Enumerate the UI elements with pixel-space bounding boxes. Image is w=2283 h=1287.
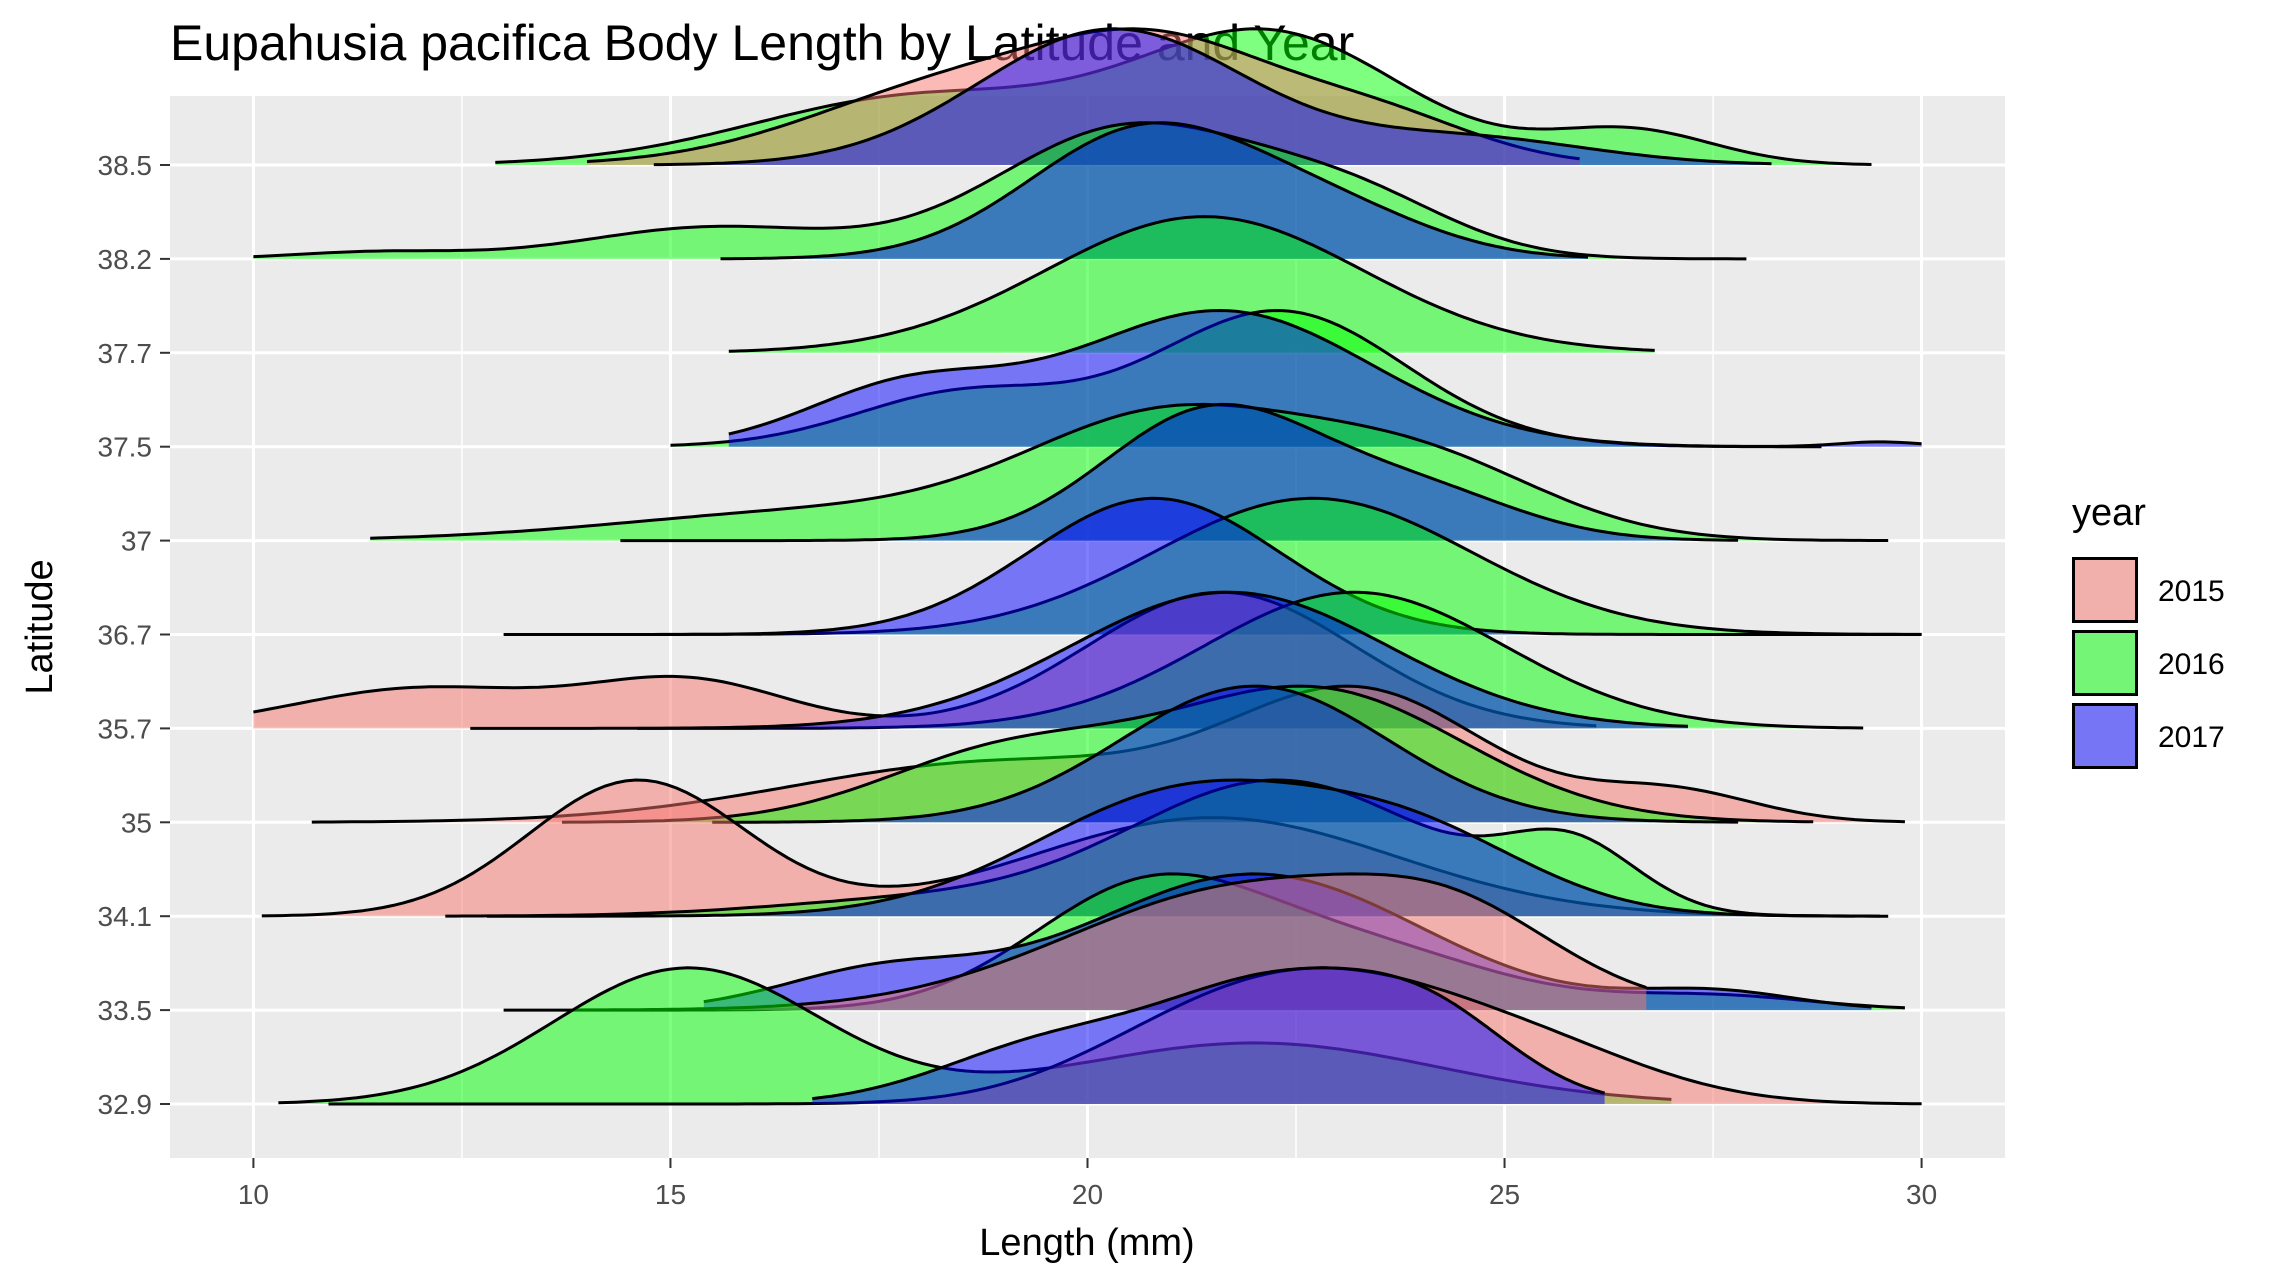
ridge-fill [653, 28, 1772, 165]
ridge-37.7-2016 [728, 215, 1655, 353]
legend-key [2072, 557, 2138, 623]
x-tick-label: 15 [655, 1179, 686, 1210]
ridge-34.1-2017 [487, 778, 1889, 918]
ridge-fill [720, 122, 1588, 259]
y-tick-label: 36.7 [98, 620, 153, 651]
ridge-outline [812, 966, 1606, 1101]
ridge-outline [487, 778, 1889, 918]
ridge-outline [253, 121, 1747, 261]
ridge-37-2017 [620, 402, 1739, 543]
legend-label: 2017 [2158, 721, 2225, 754]
ridge-38.5-2017 [653, 27, 1772, 167]
legend-key [2072, 703, 2138, 769]
ridge-outline [370, 402, 1889, 542]
ridge-outline [612, 496, 1922, 636]
ridge-38.2-2017 [720, 121, 1589, 261]
ridge-35-2017 [712, 684, 1739, 824]
ridge-32.9-2017 [812, 966, 1606, 1104]
y-tick-label: 37.5 [98, 432, 153, 463]
x-tick-label: 30 [1906, 1179, 1937, 1210]
y-tick-label: 35 [121, 807, 152, 838]
x-axis: 10 15 20 25 30 [238, 1158, 1937, 1210]
ridge-36.7-2017 [612, 496, 1922, 636]
y-axis-title: Latitude [19, 559, 61, 694]
y-tick-label: 37.7 [98, 338, 153, 369]
ridge-fill [620, 404, 1739, 541]
legend: year 2015 2016 2017 [2072, 492, 2225, 769]
legend-item-2015: 2015 [2072, 557, 2225, 623]
ridge-outline [712, 684, 1739, 824]
legend-label: 2016 [2158, 648, 2225, 681]
y-tick-label: 38.5 [98, 150, 153, 181]
x-axis-title: Length (mm) [979, 1222, 1194, 1264]
ridge-outline [653, 27, 1772, 167]
legend-item-2016: 2016 [2072, 630, 2225, 696]
x-tick-label: 25 [1489, 1179, 1520, 1210]
ridge-fill [612, 498, 1922, 635]
y-tick-label: 37 [121, 526, 152, 557]
ridge-outline [728, 215, 1655, 353]
ridge-37.5-2017 [728, 309, 1922, 448]
legend-label: 2015 [2158, 575, 2225, 608]
ridge-fill [728, 216, 1655, 353]
ridge-fill [812, 967, 1605, 1104]
legend-item-2017: 2017 [2072, 703, 2225, 769]
ridge-outline [470, 590, 1689, 730]
ridge-fill [487, 780, 1889, 917]
y-tick-label: 33.5 [98, 995, 153, 1026]
y-tick-label: 38.2 [98, 244, 153, 275]
ridges [253, 27, 1922, 1106]
y-tick-label: 35.7 [98, 713, 153, 744]
ridge-outline [620, 402, 1739, 543]
x-tick-label: 20 [1072, 1179, 1103, 1210]
y-axis: 32.9 33.5 34.1 35 35.7 36.7 37 37.5 37.7 38.2 38.5 [98, 150, 170, 1120]
legend-key [2072, 630, 2138, 696]
y-tick-label: 34.1 [98, 901, 153, 932]
x-tick-label: 10 [238, 1179, 269, 1210]
ridge-outline [728, 309, 1922, 448]
ridge-outline [720, 121, 1589, 261]
y-tick-label: 32.9 [98, 1089, 153, 1120]
ridge-fill [728, 310, 1922, 447]
legend-title: year [2072, 492, 2146, 534]
ridge-fill [712, 686, 1739, 823]
